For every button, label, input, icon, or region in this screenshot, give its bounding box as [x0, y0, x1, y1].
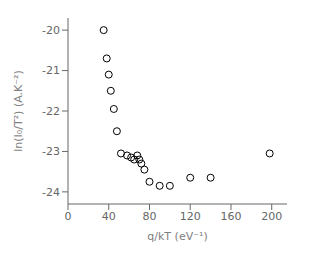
svg-text:ln(I₀/T²) (A.K⁻²): ln(I₀/T²) (A.K⁻²) — [12, 70, 25, 151]
svg-text:-24: -24 — [42, 186, 60, 199]
svg-text:0: 0 — [65, 210, 72, 223]
svg-text:-21: -21 — [42, 64, 60, 77]
svg-text:-20: -20 — [42, 24, 60, 37]
svg-text:120: 120 — [180, 210, 201, 223]
svg-text:40: 40 — [102, 210, 116, 223]
svg-text:160: 160 — [220, 210, 241, 223]
svg-text:q/kT (eV⁻¹): q/kT (eV⁻¹) — [147, 230, 207, 243]
svg-text:200: 200 — [261, 210, 282, 223]
svg-text:-23: -23 — [42, 145, 60, 158]
svg-text:-22: -22 — [42, 105, 60, 118]
svg-text:80: 80 — [142, 210, 156, 223]
